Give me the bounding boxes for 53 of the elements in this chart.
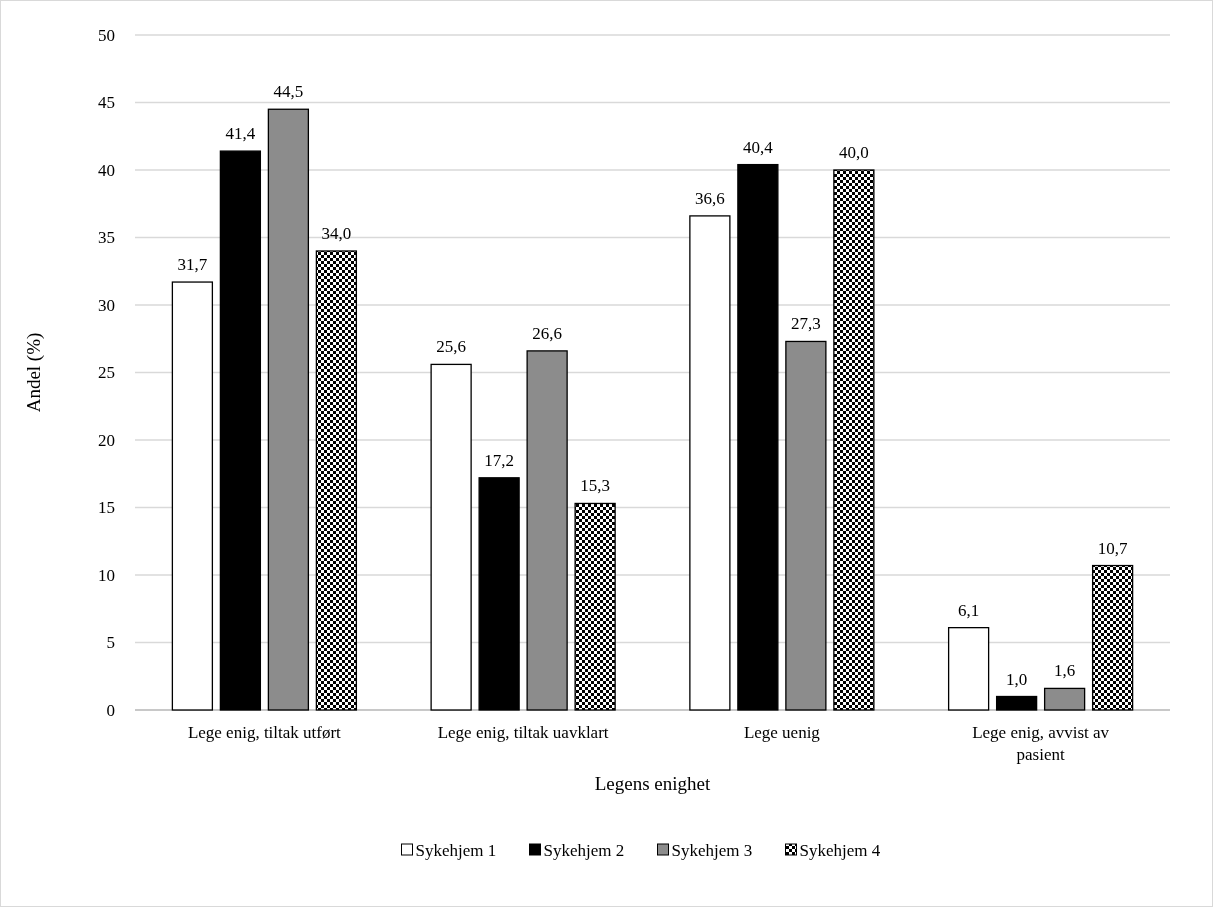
data-label: 17,2 <box>484 450 514 470</box>
y-tick-label: 45 <box>98 93 115 113</box>
bar <box>267 108 310 711</box>
bar <box>171 281 214 711</box>
bar <box>689 215 731 711</box>
data-label: 6,1 <box>958 600 980 620</box>
y-tick-label: 25 <box>98 363 115 383</box>
y-tick-label: 50 <box>98 25 115 45</box>
data-label: 25,6 <box>436 337 466 357</box>
x-tick-label: Lege enig, avvist av pasient <box>972 723 1110 764</box>
data-label: 1,6 <box>1054 661 1076 681</box>
data-label: 44,5 <box>273 82 304 102</box>
bar <box>526 350 568 711</box>
y-tick-label: 15 <box>98 498 115 518</box>
bar <box>574 502 616 711</box>
data-label: 41,4 <box>225 124 256 144</box>
bar <box>995 695 1038 711</box>
y-tick-label: 40 <box>98 160 115 180</box>
y-tick-label: 35 <box>98 228 115 248</box>
data-label: 15,3 <box>580 476 610 496</box>
legend-label: Sykehjem 3 <box>671 840 753 860</box>
data-label: 31,7 <box>177 255 208 275</box>
legend-label: Sykehjem 4 <box>799 840 881 860</box>
data-label: 27,3 <box>791 314 821 334</box>
bar <box>947 627 990 711</box>
x-axis-title: Legens enighet <box>594 773 711 794</box>
data-label: 10,7 <box>1097 538 1128 558</box>
bar <box>1043 687 1086 711</box>
y-tick-label: 20 <box>98 430 115 450</box>
bar <box>737 163 779 711</box>
bar <box>219 150 262 711</box>
y-tick-label: 10 <box>98 565 115 585</box>
bar <box>1091 564 1134 711</box>
bar <box>430 363 472 711</box>
data-label: 1,0 <box>1006 669 1028 689</box>
bar <box>315 250 358 711</box>
legend-label: Sykehjem 2 <box>543 840 625 860</box>
x-tick-label: Lege enig, tiltak utført <box>187 723 342 742</box>
legend-label: Sykehjem 1 <box>415 840 497 860</box>
y-tick-label: 5 <box>106 633 115 653</box>
y-axis-title: Andel (%) <box>23 332 45 413</box>
y-tick-label: 0 <box>106 700 115 720</box>
data-label: 40,0 <box>839 143 869 162</box>
bar <box>478 477 520 711</box>
data-label: 36,6 <box>695 188 725 208</box>
x-tick-label: Lege enig, tiltak uavklart <box>437 723 609 742</box>
y-tick-label: 30 <box>98 295 115 315</box>
bar <box>833 169 875 711</box>
data-label: 26,6 <box>532 323 562 343</box>
data-label: 40,4 <box>743 137 774 157</box>
bar <box>785 340 827 711</box>
data-label: 34,0 <box>321 224 352 243</box>
x-tick-label: Lege uenig <box>743 723 821 742</box>
